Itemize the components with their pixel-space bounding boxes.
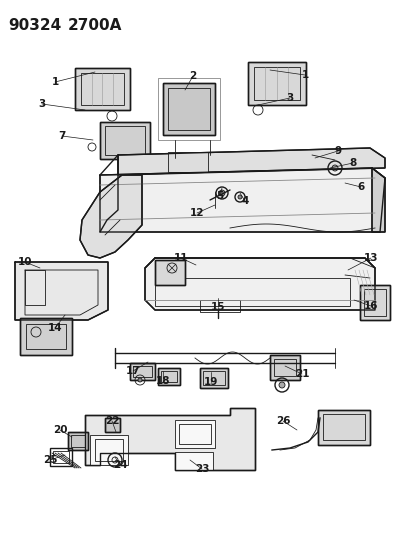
Polygon shape [154, 260, 185, 285]
Bar [202, 371, 224, 385]
Bar [100, 122, 150, 159]
Bar [322, 414, 364, 440]
Bar [163, 83, 214, 135]
Polygon shape [75, 68, 130, 110]
Circle shape [278, 382, 284, 388]
Bar [53, 451, 69, 463]
Text: 20: 20 [52, 425, 67, 435]
Text: 15: 15 [210, 302, 225, 312]
Bar [168, 88, 209, 130]
Text: 2700A: 2700A [68, 18, 122, 33]
Text: 22: 22 [104, 416, 119, 426]
Bar [158, 78, 219, 140]
Bar [133, 366, 152, 377]
Bar [175, 452, 212, 470]
Polygon shape [118, 148, 384, 175]
Text: 11: 11 [173, 253, 188, 263]
Circle shape [237, 195, 242, 199]
Polygon shape [20, 318, 72, 355]
Bar [68, 432, 88, 450]
Bar [199, 368, 228, 388]
Bar [50, 448, 72, 466]
Text: 5: 5 [216, 191, 223, 201]
Text: 17: 17 [126, 366, 140, 376]
Text: 3: 3 [38, 99, 45, 109]
Bar [95, 439, 123, 461]
Text: 25: 25 [43, 455, 57, 465]
Polygon shape [163, 83, 214, 135]
Bar [71, 435, 85, 447]
Bar [154, 260, 185, 285]
Polygon shape [371, 168, 384, 232]
Text: 8: 8 [349, 158, 356, 168]
Polygon shape [100, 122, 150, 159]
Bar [199, 300, 240, 312]
Text: 1: 1 [301, 70, 308, 80]
Bar [175, 420, 214, 448]
Text: 2: 2 [189, 71, 196, 81]
Polygon shape [130, 363, 154, 380]
Text: 7: 7 [58, 131, 66, 141]
Bar [105, 418, 120, 432]
Bar [247, 62, 305, 105]
Text: 90324: 90324 [8, 18, 61, 33]
Polygon shape [247, 62, 305, 105]
Text: 18: 18 [155, 376, 170, 386]
Bar [359, 285, 389, 320]
Bar [178, 424, 211, 444]
Text: 21: 21 [294, 369, 309, 379]
Polygon shape [317, 410, 369, 445]
Bar [269, 355, 299, 380]
Bar [363, 289, 385, 316]
Text: 9: 9 [334, 146, 341, 156]
Bar [158, 368, 180, 385]
Polygon shape [359, 285, 389, 320]
Polygon shape [269, 355, 299, 380]
Bar [20, 318, 72, 355]
Polygon shape [80, 175, 142, 258]
Text: 19: 19 [203, 377, 218, 387]
Bar [90, 435, 128, 465]
Text: 26: 26 [275, 416, 290, 426]
Text: 12: 12 [189, 208, 204, 218]
Bar [105, 126, 145, 155]
Bar [273, 359, 295, 376]
Polygon shape [85, 408, 254, 470]
Bar [317, 410, 369, 445]
Polygon shape [145, 258, 374, 310]
Polygon shape [100, 168, 384, 232]
Text: 6: 6 [356, 182, 364, 192]
Polygon shape [199, 368, 228, 388]
Text: 16: 16 [363, 301, 377, 311]
Bar [75, 68, 130, 110]
Text: 13: 13 [363, 253, 377, 263]
Circle shape [138, 378, 142, 382]
Text: 1: 1 [51, 77, 59, 87]
Bar [81, 73, 124, 105]
Bar [130, 363, 154, 380]
Text: 24: 24 [112, 460, 127, 470]
Polygon shape [68, 432, 88, 450]
Text: 14: 14 [47, 323, 62, 333]
Polygon shape [105, 418, 120, 432]
Bar [168, 152, 207, 172]
Text: 23: 23 [194, 464, 209, 474]
Bar [254, 67, 299, 100]
Bar [26, 324, 66, 349]
Circle shape [218, 190, 224, 196]
Bar [161, 371, 177, 382]
Text: 4: 4 [241, 196, 248, 206]
Polygon shape [158, 368, 180, 385]
Text: 10: 10 [18, 257, 32, 267]
Polygon shape [15, 262, 108, 320]
Circle shape [331, 165, 337, 171]
Text: 3: 3 [286, 93, 293, 103]
Bar [154, 278, 349, 306]
